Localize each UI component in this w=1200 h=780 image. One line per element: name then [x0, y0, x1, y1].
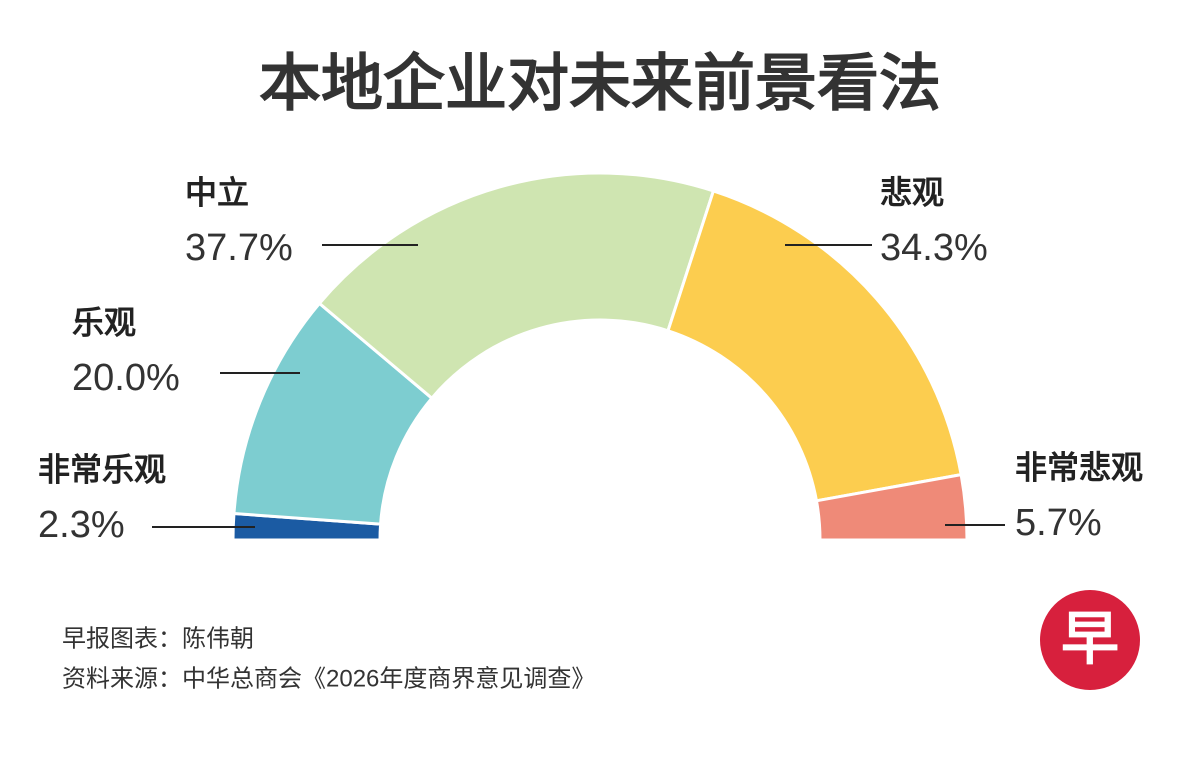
value-label: 37.7%: [185, 227, 293, 269]
value-label: 20.0%: [72, 357, 180, 399]
source: 资料来源：中华总商会《2026年度商界意见调查》: [62, 665, 595, 692]
category-label: 乐观: [72, 304, 136, 340]
slices: [231, 171, 969, 542]
category-label: 悲观: [880, 174, 944, 210]
value-label: 5.7%: [1015, 502, 1102, 544]
category-label: 非常乐观: [38, 451, 166, 487]
labels: 非常乐观 2.3% 乐观 20.0% 中立 37.7% 悲观 34.3% 非常悲观 5.7%: [38, 174, 1143, 546]
value-label: 34.3%: [880, 227, 988, 269]
slice: [814, 472, 969, 542]
category-label: 非常悲观: [1015, 449, 1143, 485]
logo-badge: [1040, 590, 1140, 690]
logo: 早: [1061, 606, 1119, 671]
category-label: 中立: [185, 174, 249, 210]
value-label: 2.3%: [38, 504, 125, 546]
chart-title: 本地企业对未来前景看法: [259, 49, 941, 118]
credit: 早报图表：陈伟朝: [62, 625, 254, 652]
slice: [317, 171, 716, 401]
